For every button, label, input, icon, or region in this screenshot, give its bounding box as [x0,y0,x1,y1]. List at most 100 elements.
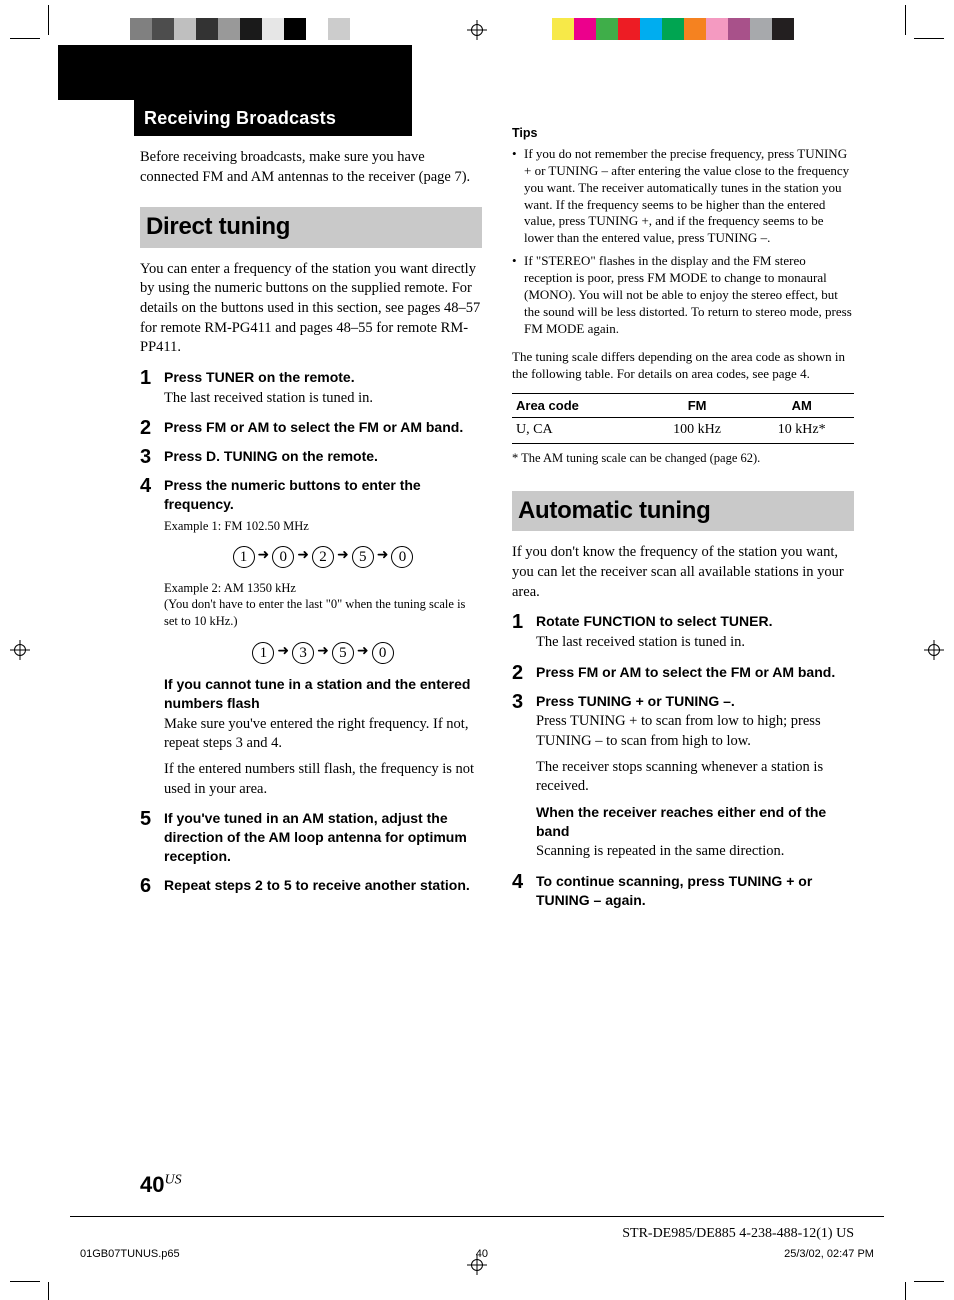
step-heading: Press FM or AM to select the FM or AM ba… [164,418,482,437]
left-column: Receiving Broadcasts Before receiving br… [140,45,482,1200]
table-header: AM [749,393,854,418]
step-heading: Press TUNING + or TUNING –. [536,692,854,711]
arrow-icon: ➜ [258,547,270,566]
imposition-file: 01GB07TUNUS.p65 [80,1248,180,1260]
area-code-table: Area codeFMAM U, CA100 kHz10 kHz* [512,393,854,444]
registration-mark [10,640,30,660]
tip-item: If you do not remember the precise frequ… [512,146,854,247]
step: 2Press FM or AM to select the FM or AM b… [140,418,482,437]
table-cell: 10 kHz* [749,418,854,444]
step: 3Press TUNING + or TUNING –.Press TUNING… [512,692,854,862]
digit-button: 1 [252,642,274,664]
scale-note: The tuning scale differs depending on th… [512,348,854,383]
digit-button: 5 [352,546,374,568]
step: 1 Rotate FUNCTION to select TUNER. The las… [512,612,854,652]
step-number: 2 [512,660,523,687]
step-number: 6 [140,873,151,900]
banner-pad [58,45,412,100]
digit-button: 1 [233,546,255,568]
arrow-icon: ➜ [377,547,389,566]
table-footnote: * The AM tuning scale can be changed (pa… [512,450,854,467]
table-cell: 100 kHz [645,418,750,444]
table-header: FM [645,393,750,418]
step-number: 3 [140,444,151,471]
step-number: 1 [512,609,523,636]
colour-swatch [640,18,662,40]
colour-bar-left [130,18,350,40]
auto-lead: If you don't know the frequency of the s… [512,543,854,602]
crop-mark [914,38,944,39]
fail-body: If the entered numbers still flash, the … [164,760,482,799]
digit-button: 0 [372,642,394,664]
digit-button: 0 [272,546,294,568]
step-body: The receiver stops scanning whenever a s… [536,758,854,797]
colour-swatch [174,18,196,40]
button-sequence: 1➜3➜5➜0 [164,638,482,665]
step: 5 If you've tuned in an AM station, adjus… [140,809,482,866]
example-label: Example 1: FM 102.50 MHz [164,518,482,535]
registration-mark [467,20,487,40]
step-number: 5 [140,806,151,833]
fail-body: Make sure you've entered the right frequ… [164,715,482,754]
section-banner: Receiving Broadcasts [134,100,412,136]
auto-steps: 1 Rotate FUNCTION to select TUNER. The las… [512,612,854,910]
imposition-page: 40 [476,1248,488,1260]
colour-swatch [728,18,750,40]
digit-button: 0 [391,546,413,568]
step-heading: If you've tuned in an AM station, adjust… [164,809,482,866]
registration-mark [924,640,944,660]
colour-swatch [772,18,794,40]
imposition-info: 01GB07TUNUS.p65 40 25/3/02, 02:47 PM [80,1248,874,1260]
step-number: 2 [140,415,151,442]
step-heading: Press the numeric buttons to enter the f… [164,476,482,514]
colour-swatch [284,18,306,40]
colour-swatch [196,18,218,40]
colour-swatch [218,18,240,40]
digit-button: 5 [332,642,354,664]
step-heading: Rotate FUNCTION to select TUNER. [536,612,854,631]
colour-bar-right [530,18,794,40]
page-number-suffix: US [164,1173,181,1188]
step-heading: Press D. TUNING on the remote. [164,447,482,466]
tips-list: If you do not remember the precise frequ… [512,146,854,338]
step-heading: Press FM or AM to select the FM or AM ba… [536,663,854,682]
table-row: U, CA100 kHz10 kHz* [512,418,854,444]
arrow-icon: ➜ [277,643,289,662]
crop-mark [48,1282,49,1300]
crop-mark [905,5,906,35]
arrow-icon: ➜ [297,547,309,566]
digit-button: 2 [312,546,334,568]
table-cell: U, CA [512,418,645,444]
step: 4 Press the numeric buttons to enter the … [140,476,482,799]
example-label: Example 2: AM 1350 kHz [164,580,482,597]
step: 1Press TUNER on the remote.The last rece… [140,368,482,408]
automatic-tuning-title: Automatic tuning [512,491,854,531]
tip-item: If "STEREO" flashes in the display and t… [512,253,854,337]
step-body: The last received station is tuned in. [536,633,854,653]
colour-swatch [240,18,262,40]
sub-heading: When the receiver reaches either end of … [536,803,854,841]
slugline: STR-DE985/DE885 4-238-488-12(1) US [622,1226,854,1242]
crop-mark [48,5,49,35]
content-area: Receiving Broadcasts Before receiving br… [140,75,854,1200]
step-heading: To continue scanning, press TUNING + or … [536,872,854,910]
table-header: Area code [512,393,645,418]
colour-swatch [574,18,596,40]
colour-swatch [618,18,640,40]
step-body: Press TUNING + to scan from low to high;… [536,712,854,751]
imposition-timestamp: 25/3/02, 02:47 PM [784,1248,874,1260]
right-column: Tips If you do not remember the precise … [512,125,854,1200]
step: 6Repeat steps 2 to 5 to receive another … [140,876,482,895]
colour-swatch [152,18,174,40]
colour-swatch [262,18,284,40]
digit-button: 3 [292,642,314,664]
step-number: 4 [140,473,151,500]
crop-mark [10,1281,40,1282]
colour-swatch [706,18,728,40]
colour-swatch [552,18,574,40]
sub-body: Scanning is repeated in the same directi… [536,842,854,862]
direct-steps: 1Press TUNER on the remote.The last rece… [140,368,482,895]
tips-heading: Tips [512,125,854,142]
colour-swatch [596,18,618,40]
button-sequence: 1➜0➜2➜5➜0 [164,543,482,570]
